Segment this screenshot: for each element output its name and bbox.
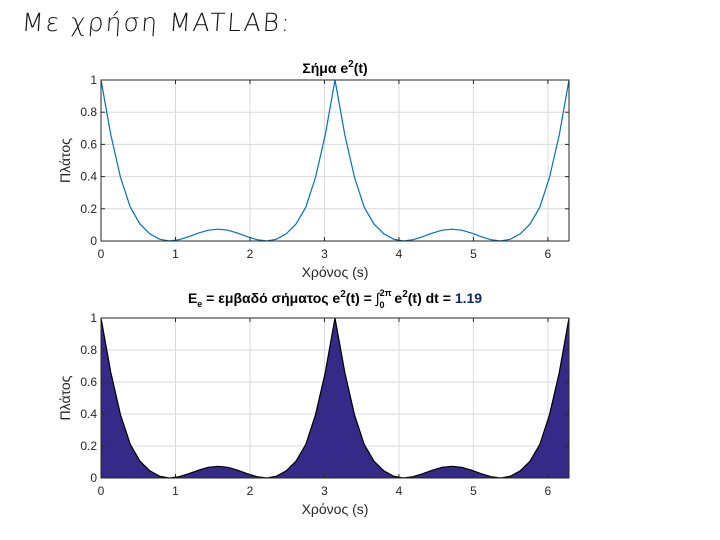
chart-1-x-tick-label: 0 <box>98 247 105 261</box>
chart-1-y-tick-label: 0.2 <box>80 202 97 216</box>
chart-2-y-tick-label: 0 <box>90 471 97 485</box>
chart-1-x-axis-label: Χρόνος (s) <box>302 264 369 280</box>
chart-2-x-tick-label: 3 <box>321 484 328 498</box>
chart-1-axes-box <box>100 79 570 242</box>
chart-1-x-tick-label: 4 <box>396 247 403 261</box>
chart-2-x-tick-label: 6 <box>545 484 552 498</box>
chart-2-x-tick-label: 2 <box>247 484 254 498</box>
chart-1-x-tick-label: 3 <box>321 247 328 261</box>
chart-1-y-tick-label: 0.6 <box>80 137 97 151</box>
chart-2-x-tick-label: 1 <box>172 484 179 498</box>
chart-2-x-tick-label: 0 <box>98 484 105 498</box>
chart-1-y-tick-label: 1 <box>90 73 97 87</box>
chart-1-series-line <box>100 79 570 242</box>
chart-2-y-tick-label: 1 <box>90 311 97 325</box>
chart-1-axes: 0 1 2 3 4 5 6 0 0.2 0.4 0.6 0.8 1 Χρόνος (s) Πλάτος <box>57 73 570 280</box>
chart-1-y-axis-label: Πλάτος <box>57 138 73 183</box>
chart-2-x-tick-label: 4 <box>396 484 403 498</box>
chart-2-y-axis-label: Πλάτος <box>57 375 73 420</box>
chart-2-x-tick-label: 5 <box>470 484 477 498</box>
chart-2-y-tick-label: 0.8 <box>80 343 97 357</box>
chart-2-area-fill <box>101 318 569 478</box>
chart-1-y-tick-label: 0.4 <box>80 170 97 184</box>
chart-2-axes: 0 1 2 3 4 5 6 0 0.2 0.4 0.6 0.8 1 Χρόνος (s) Πλάτος <box>57 311 570 517</box>
chart-2-y-tick-label: 0.2 <box>80 439 97 453</box>
chart-1-y-tick-label: 0 <box>90 234 97 248</box>
chart-1-x-tick-label: 1 <box>172 247 179 261</box>
chart-1-title: Σήμα e2(t) <box>302 59 367 76</box>
chart-2-y-tick-label: 0.6 <box>80 375 97 389</box>
chart-2-axes-box <box>100 317 570 479</box>
chart-1-y-tick-label: 0.8 <box>80 105 97 119</box>
chart-2-y-tick-label: 0.4 <box>80 407 97 421</box>
chart-1-x-tick-label: 5 <box>470 247 477 261</box>
chart-2-title: Ee = εμβαδό σήματος e2(t) = ∫2π 0 e2(t) d… <box>188 288 482 310</box>
chart-2-x-axis-label: Χρόνος (s) <box>302 501 369 517</box>
chart-1-x-tick-label: 6 <box>545 247 552 261</box>
chart-1-x-tick-label: 2 <box>247 247 254 261</box>
